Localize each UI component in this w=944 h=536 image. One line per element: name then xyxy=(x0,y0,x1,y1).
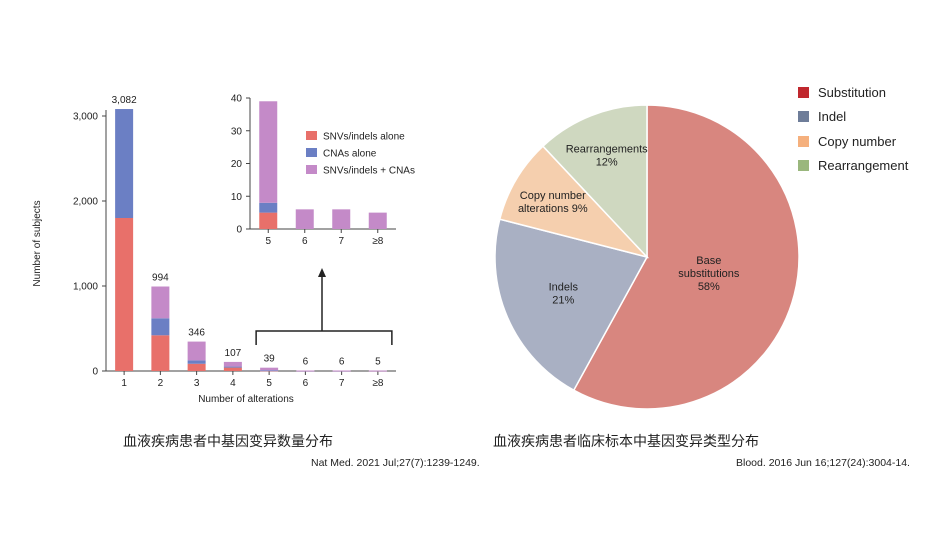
pie-legend-swatch xyxy=(798,86,809,98)
pie-slice-label: 12% xyxy=(596,157,618,169)
pie-legend: Substitution Indel Copy number Rearrangemen… xyxy=(798,80,908,178)
arrow-head xyxy=(318,268,326,277)
inset-x-tick-label: ≥8 xyxy=(372,236,383,247)
pie-slice-label: Base xyxy=(696,255,721,267)
bar-segment xyxy=(223,366,242,368)
pie-slice xyxy=(572,104,800,410)
pie-legend-label: Substitution xyxy=(818,84,886,100)
pie-legend-label: Indel xyxy=(818,109,847,125)
bar-segment xyxy=(115,218,134,371)
bar-segment xyxy=(223,361,242,367)
left-chart-panel: 0 1,000 2,000 3,000 Number of subjects Number… xyxy=(32,94,415,406)
bracket xyxy=(255,330,393,345)
inset-bar-segment xyxy=(368,212,387,229)
y-tick-label: 1,000 xyxy=(73,282,98,293)
inset-bar-segment xyxy=(259,212,278,229)
bar-segment xyxy=(115,109,134,218)
bar-segment xyxy=(368,370,387,372)
bar-total-label: 3,082 xyxy=(112,95,137,106)
inset-y-tick-label: 20 xyxy=(231,159,243,170)
bar-chart: 0 1,000 2,000 3,000 Number of subjects Number… xyxy=(32,94,415,406)
inset-x-tick-label: 5 xyxy=(265,236,271,247)
bar-total-label: 107 xyxy=(225,348,242,359)
inset-legend-label: SNVs/indels + CNAs xyxy=(323,166,415,177)
bar-segment xyxy=(151,318,170,336)
x-tick-label: 6 xyxy=(303,378,309,389)
inset-x-tick-label: 6 xyxy=(302,236,308,247)
inset-x-tick-label: 7 xyxy=(338,236,344,247)
pie-slice-label: Indels xyxy=(549,282,579,294)
pie-slice-label: Rearrangements xyxy=(566,144,648,156)
pie-legend-label: Rearrangement xyxy=(818,158,909,174)
inset-bar-segment xyxy=(332,209,351,229)
right-source: Blood. 2016 Jun 16;127(24):3004-14. xyxy=(736,457,910,469)
bar-total-label: 5 xyxy=(375,357,381,368)
inset-bar-segment xyxy=(259,202,278,213)
y-tick-label: 2,000 xyxy=(73,197,98,208)
x-tick-label: ≥8 xyxy=(372,378,383,389)
right-chart-panel: Base substitutions 58% Indels 21% Copy number… xyxy=(480,0,944,531)
bar-segment xyxy=(187,360,206,364)
bar-total-label: 6 xyxy=(339,356,345,367)
y-axis-label: Number of subjects xyxy=(32,200,43,286)
x-tick-label: 2 xyxy=(158,378,164,389)
bar-segment xyxy=(260,370,279,372)
pie-slice xyxy=(541,104,648,259)
inset-legend-label: CNAs alone xyxy=(323,149,377,160)
y-tick-label: 0 xyxy=(92,367,98,378)
bar-total-label: 346 xyxy=(188,328,205,339)
pie-legend-item: Indel xyxy=(798,105,908,130)
pie-legend-swatch xyxy=(798,135,809,147)
pie-legend-swatch xyxy=(798,160,809,172)
inset-legend-swatch xyxy=(306,165,317,174)
pie-slice-label: alterations 9% xyxy=(518,203,588,215)
inset-legend-label: SNVs/indels alone xyxy=(323,132,405,143)
inset-y-tick-label: 40 xyxy=(231,94,243,105)
pie-legend-item: Rearrangement xyxy=(798,154,908,179)
x-tick-label: 4 xyxy=(230,378,236,389)
left-source: Nat Med. 2021 Jul;27(7):1239-1249. xyxy=(311,457,480,469)
x-tick-label: 3 xyxy=(194,378,200,389)
pie-legend-item: Copy number xyxy=(798,129,908,154)
bar-segment xyxy=(187,363,206,371)
inset-bar-segment xyxy=(259,101,278,203)
x-tick-label: 5 xyxy=(266,378,272,389)
inset-y-tick-label: 30 xyxy=(231,126,243,137)
bar-segment xyxy=(151,286,170,319)
x-axis-label: Number of alterations xyxy=(198,394,294,405)
left-caption: 血液疾病患者中基因变异数量分布 xyxy=(123,433,333,449)
bar-segment xyxy=(332,370,351,372)
bar-total-label: 994 xyxy=(152,273,169,284)
right-caption: 血液疾病患者临床标本中基因变异类型分布 xyxy=(493,433,759,449)
inset-bar-segment xyxy=(295,209,314,229)
pie-slice-label: Copy number xyxy=(520,190,586,202)
bar-segment xyxy=(151,335,170,371)
bar-segment xyxy=(187,341,206,361)
bar-segment xyxy=(296,370,315,372)
x-tick-label: 7 xyxy=(339,378,345,389)
bar-segment xyxy=(260,367,279,371)
bar-total-label: 6 xyxy=(303,356,309,367)
pie-legend-label: Copy number xyxy=(818,133,897,149)
pie-legend-swatch xyxy=(798,111,809,123)
pie-slice-label: 21% xyxy=(552,295,574,307)
bar-segment xyxy=(223,367,242,371)
pie-slice-label: substitutions xyxy=(678,268,740,280)
pie-slice xyxy=(498,145,650,259)
pie-legend-item: Substitution xyxy=(798,80,908,105)
bar-total-label: 39 xyxy=(264,354,276,365)
pie-slice-label: 58% xyxy=(698,281,720,293)
pie-slice xyxy=(494,218,649,392)
inset-legend-swatch xyxy=(306,148,317,157)
y-tick-label: 3,000 xyxy=(73,112,98,123)
x-tick-label: 1 xyxy=(121,378,127,389)
inset-legend-swatch xyxy=(306,131,317,140)
inset-y-tick-label: 10 xyxy=(231,192,243,203)
inset-y-tick-label: 0 xyxy=(236,225,242,236)
